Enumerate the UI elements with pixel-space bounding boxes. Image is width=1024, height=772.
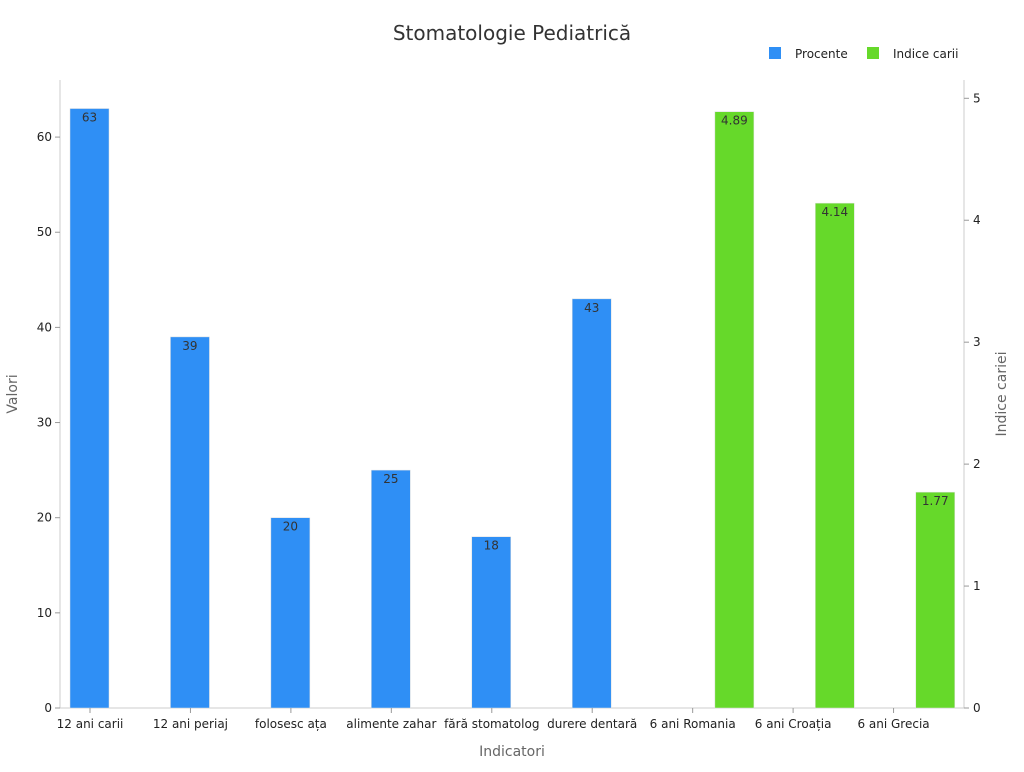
data-label-procente-folosesc-ata: 20	[283, 520, 298, 534]
data-label-procente-durere-dentara: 43	[584, 301, 599, 315]
data-label-procente-alimente-zahar: 25	[383, 472, 398, 486]
x-tick-label-6-ani-grecia: 6 ani Grecia	[857, 717, 929, 731]
y-tick-label-20: 20	[37, 511, 52, 525]
legend-swatch-procente	[769, 47, 781, 59]
y2-tick-label-5: 5	[973, 91, 981, 105]
data-label-procente-12-ani-carii: 63	[82, 111, 97, 125]
bars-layer	[69, 108, 956, 709]
data-label-indice-carii-6-ani-grecia: 1.77	[922, 494, 949, 508]
x-tick-label-fara-stomatolog: fără stomatolog	[444, 717, 539, 731]
y2-tick-label-2: 2	[973, 457, 981, 471]
x-axis-title: Indicatori	[479, 744, 545, 760]
y-tick-label-10: 10	[37, 606, 52, 620]
y2-tick-label-3: 3	[973, 335, 981, 349]
bar-procente-alimente-zahar	[371, 469, 411, 709]
bar-indice-carii-6-ani-romania	[714, 111, 755, 709]
data-label-procente-fara-stomatolog: 18	[484, 539, 499, 553]
legend-label-procente: Procente	[795, 47, 848, 61]
x-tick-label-12-ani-periaj: 12 ani periaj	[153, 717, 228, 731]
y2-tick-label-1: 1	[973, 579, 981, 593]
bar-indice-carii-6-ani-croatia	[815, 202, 855, 709]
legend-swatch-indice-carii	[867, 47, 879, 59]
y-tick-label-60: 60	[37, 130, 52, 144]
y-tick-label-30: 30	[37, 416, 52, 430]
bar-procente-durere-dentara	[571, 298, 612, 709]
bar-procente-12-ani-carii	[69, 108, 110, 709]
y-axis-ticks: 0 10 20 30 40 50 60	[37, 130, 60, 715]
y2-axis-title: Indice cariei	[994, 352, 1010, 437]
bar-procente-fara-stomatolog	[471, 536, 512, 709]
x-tick-label-alimente-zahar: alimente zahar	[346, 717, 436, 731]
bar-indice-carii-6-ani-grecia	[915, 491, 956, 709]
y-tick-label-50: 50	[37, 225, 52, 239]
x-tick-label-6-ani-romania: 6 ani Romania	[650, 717, 736, 731]
x-tick-label-folosesc-ata: folosesc ața	[255, 717, 327, 731]
bar-procente-12-ani-periaj	[170, 336, 210, 709]
x-tick-label-12-ani-carii: 12 ani carii	[57, 717, 124, 731]
x-tick-label-6-ani-croatia: 6 ani Croația	[755, 717, 832, 731]
data-label-indice-carii-6-ani-croatia: 4.14	[821, 205, 848, 219]
chart-title: Stomatologie Pediatrică	[393, 21, 631, 45]
data-label-procente-12-ani-periaj: 39	[182, 339, 197, 353]
x-tick-label-durere-dentara: durere dentară	[547, 717, 637, 731]
legend-label-indice-carii: Indice carii	[893, 47, 958, 61]
x-axis-ticks: 12 ani carii 12 ani periaj folosesc ața ali…	[57, 708, 930, 731]
bar-procente-folosesc-ata	[270, 517, 311, 709]
y2-tick-label-4: 4	[973, 213, 981, 227]
y-tick-label-0: 0	[44, 701, 52, 715]
y-tick-label-40: 40	[37, 320, 52, 334]
data-label-indice-carii-6-ani-romania: 4.89	[721, 114, 748, 128]
data-labels-layer: 63 39 20 25 18 43 4.89 4.14 1.77	[82, 111, 949, 553]
y2-tick-label-0: 0	[973, 701, 981, 715]
y2-axis-ticks: 0 1 2 3 4 5	[964, 91, 981, 715]
legend: Procente Indice carii	[769, 47, 958, 61]
y-axis-title: Valori	[5, 374, 21, 413]
